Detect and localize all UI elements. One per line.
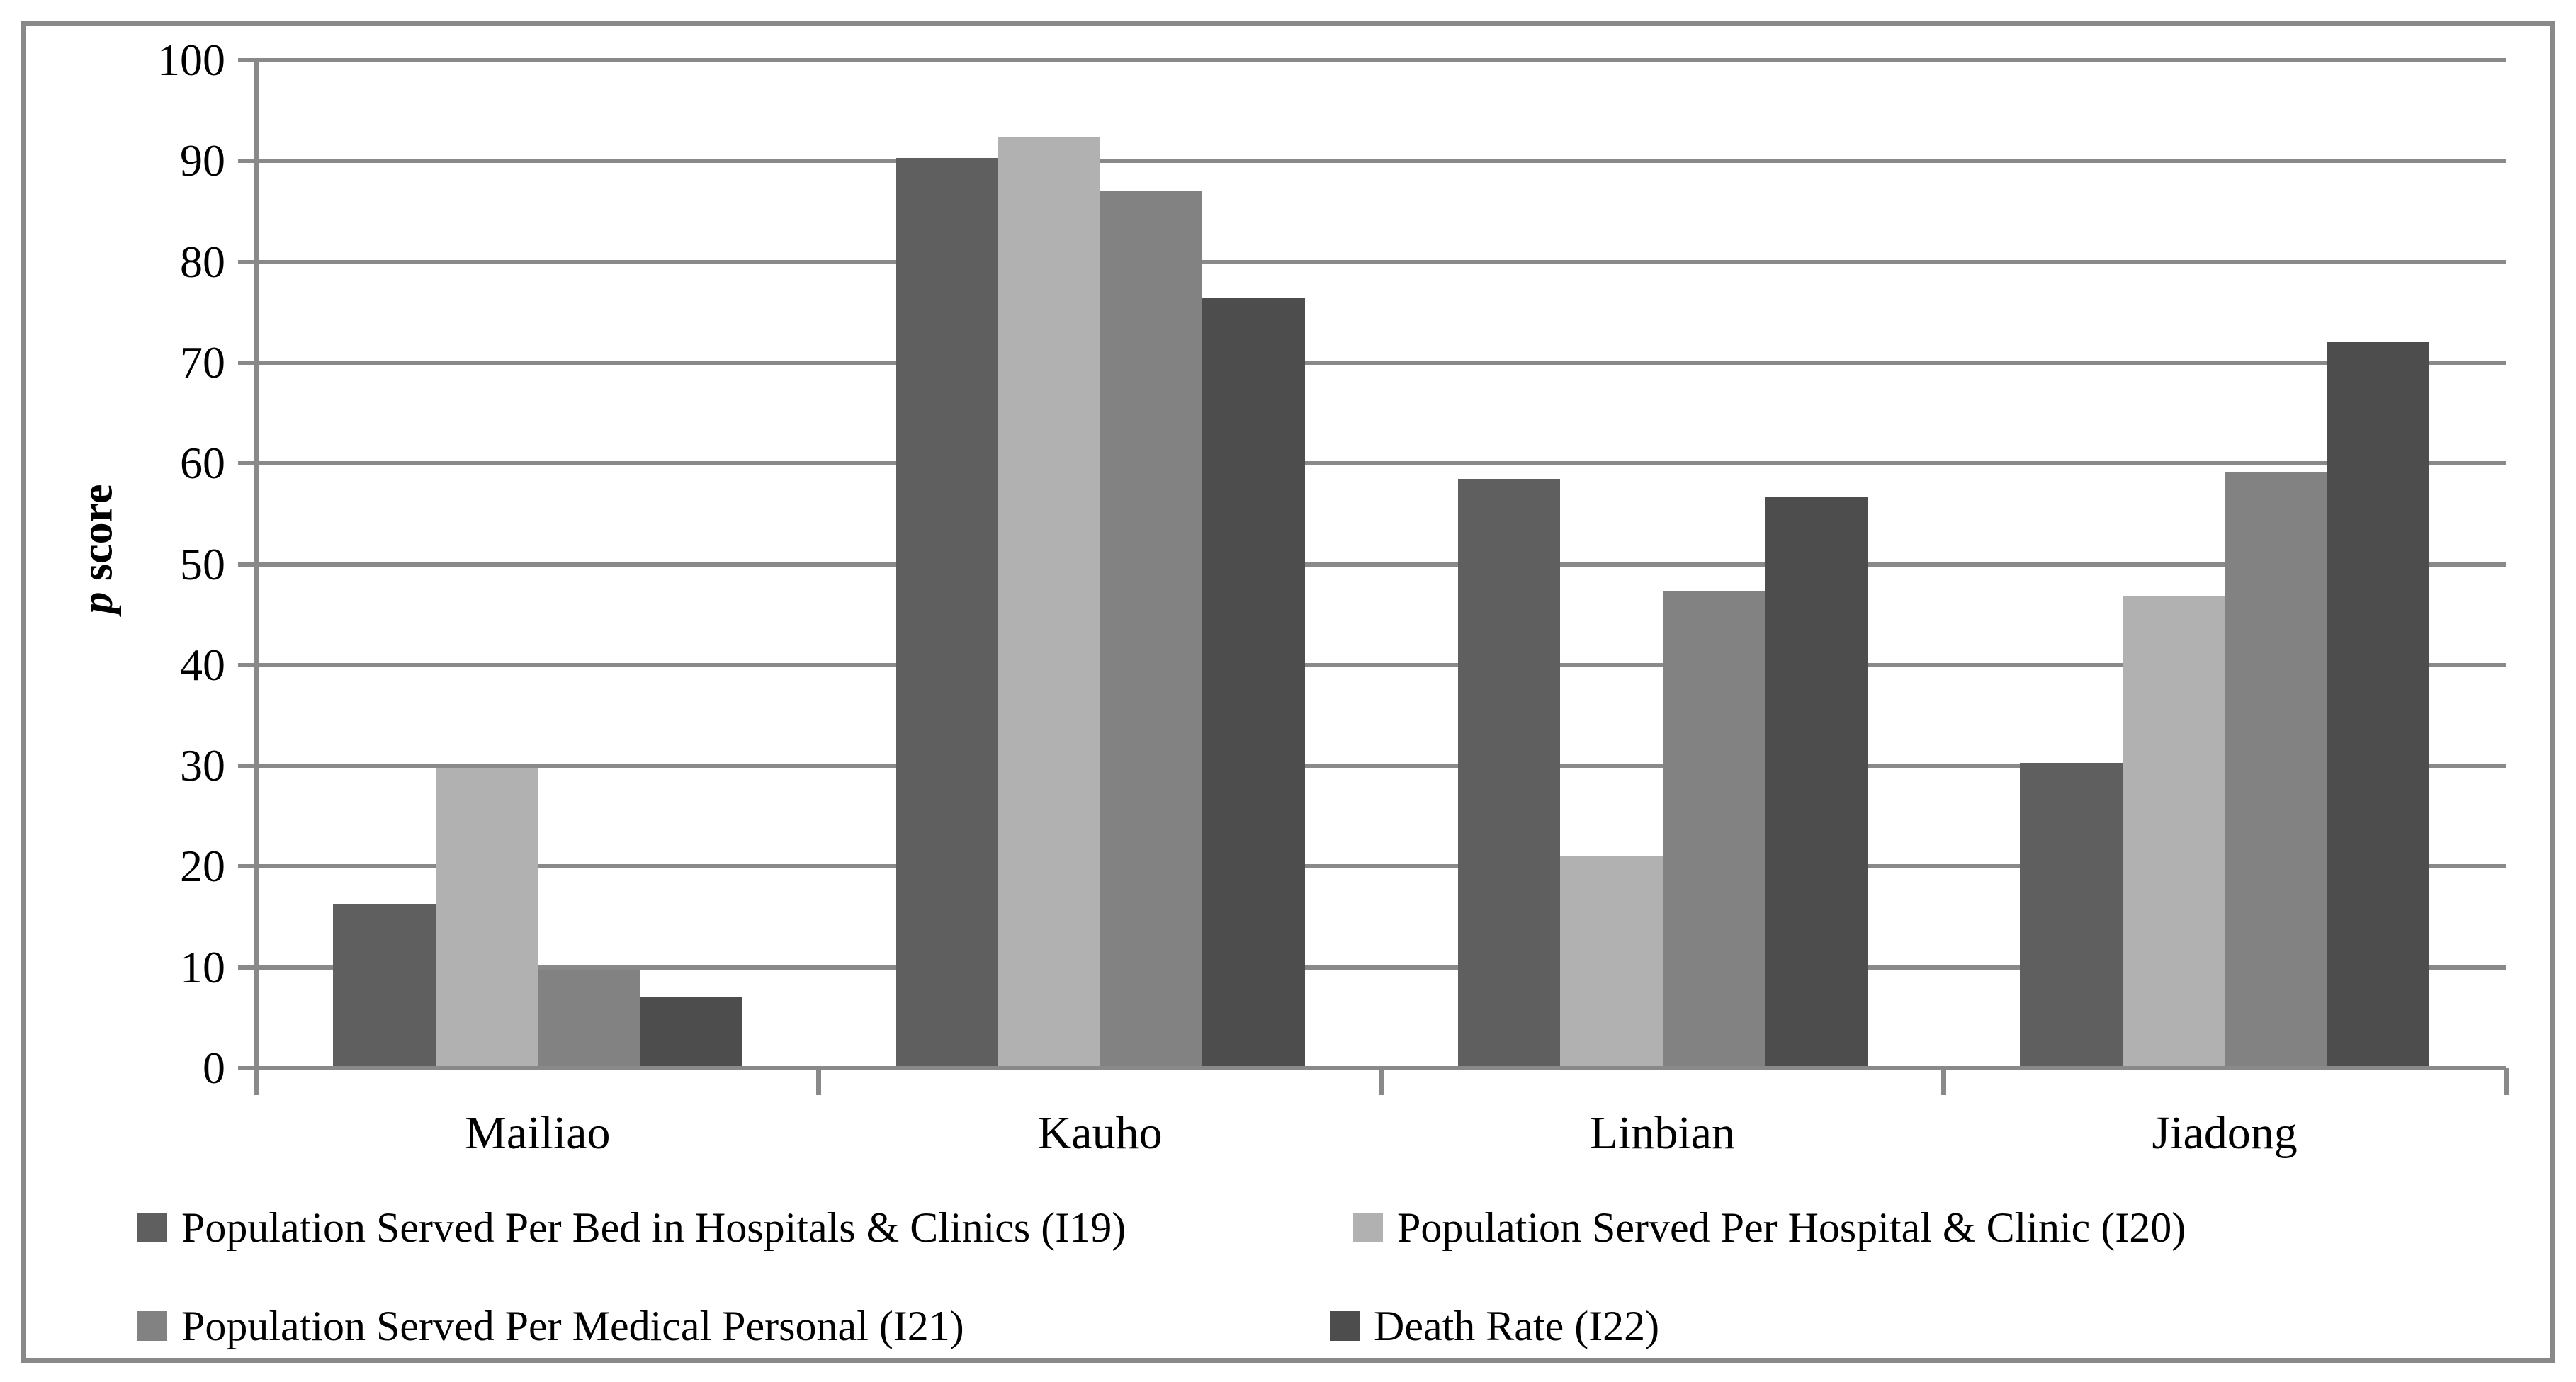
bar-mailiao-series1	[333, 904, 436, 1068]
bar-linbian-series2	[1560, 856, 1663, 1068]
legend-swatch-icon	[1330, 1311, 1360, 1341]
x-axis-tick-3	[1941, 1068, 1946, 1095]
bar-kauho-series1	[895, 158, 998, 1068]
gridline-40	[238, 662, 2506, 667]
y-axis-line	[254, 60, 259, 1095]
y-tick-label-30: 30	[180, 740, 225, 791]
bar-jiadong-series4	[2327, 342, 2430, 1068]
y-tick-label-50: 50	[180, 538, 225, 589]
x-axis-tick-4	[2503, 1068, 2509, 1095]
gridline-20	[238, 864, 2506, 869]
gridline-10	[238, 965, 2506, 970]
y-tick-label-80: 80	[180, 236, 225, 287]
bar-jiadong-series2	[2122, 596, 2225, 1068]
x-category-label-mailiao: Mailiao	[465, 1107, 611, 1159]
legend-swatch-icon	[137, 1311, 167, 1341]
y-tick-label-0: 0	[203, 1043, 225, 1093]
y-tick-label-90: 90	[180, 135, 225, 186]
bar-linbian-series1	[1457, 478, 1560, 1068]
bar-linbian-series3	[1662, 591, 1765, 1068]
x-axis-tick-1	[816, 1068, 822, 1095]
x-category-label-kauho: Kauho	[1037, 1107, 1163, 1159]
legend-label: Population Served Per Bed in Hospitals &…	[181, 1204, 1126, 1251]
gridline-60	[238, 461, 2506, 466]
gridline-30	[238, 764, 2506, 769]
y-tick-label-40: 40	[180, 639, 225, 690]
bar-mailiao-series3	[538, 970, 640, 1068]
legend-entry-series1: Population Served Per Bed in Hospitals &…	[137, 1206, 1126, 1250]
legend-entry-series2: Population Served Per Hospital & Clinic …	[1353, 1206, 2186, 1250]
legend-label: Death Rate (I22)	[1374, 1303, 1660, 1349]
x-category-label-jiadong: Jiadong	[2152, 1107, 2298, 1159]
y-tick-label-20: 20	[180, 841, 225, 892]
bar-kauho-series4	[1202, 298, 1305, 1068]
gridline-80	[238, 259, 2506, 264]
gridline-50	[238, 562, 2506, 567]
bar-mailiao-series2	[435, 767, 538, 1068]
legend-swatch-icon	[137, 1213, 167, 1242]
bar-kauho-series2	[998, 137, 1100, 1068]
y-tick-label-60: 60	[180, 438, 225, 489]
y-axis-title: p score	[73, 484, 123, 613]
gridline-70	[238, 360, 2506, 365]
bar-linbian-series4	[1765, 497, 1868, 1068]
gridline-90	[238, 159, 2506, 164]
bar-kauho-series3	[1100, 190, 1203, 1068]
legend-label: Population Served Per Hospital & Clinic …	[1397, 1204, 2186, 1251]
bar-jiadong-series3	[2225, 472, 2327, 1068]
legend-entry-series4: Death Rate (I22)	[1330, 1304, 1659, 1348]
legend-entry-series3: Population Served Per Medical Personal (…	[137, 1304, 964, 1348]
legend-label: Population Served Per Medical Personal (…	[181, 1303, 964, 1349]
x-category-label-linbian: Linbian	[1589, 1107, 1736, 1159]
bar-mailiao-series4	[640, 996, 742, 1068]
bar-jiadong-series1	[2020, 762, 2123, 1068]
x-axis-tick-2	[1379, 1068, 1384, 1095]
figure-border	[21, 21, 2555, 1363]
y-tick-label-10: 10	[180, 941, 225, 992]
x-axis-baseline	[238, 1066, 2506, 1070]
y-axis-title-text-part: score	[73, 484, 122, 592]
y-axis-title-italic-part: p	[73, 591, 122, 614]
y-tick-label-70: 70	[180, 336, 225, 387]
gridline-100	[238, 58, 2506, 62]
legend-swatch-icon	[1353, 1213, 1383, 1242]
y-tick-label-100: 100	[157, 35, 225, 85]
